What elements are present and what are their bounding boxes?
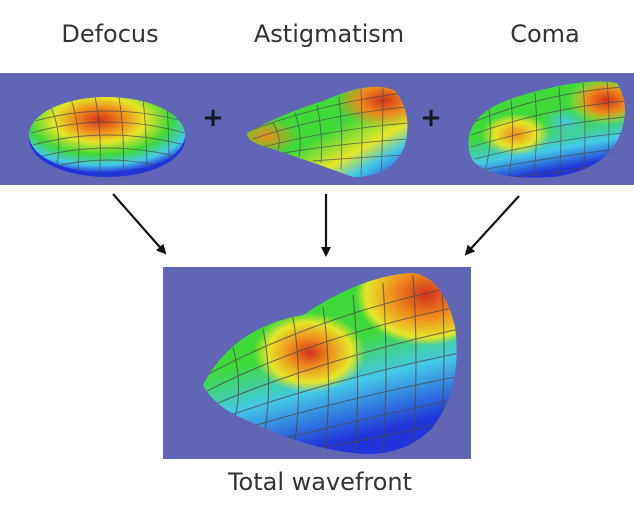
astigmatism-surface bbox=[247, 86, 408, 177]
arrow-from-coma bbox=[464, 195, 520, 256]
total-wavefront-panel bbox=[163, 267, 471, 459]
arrow-from-defocus bbox=[112, 193, 167, 255]
defocus-label: Defocus bbox=[61, 20, 159, 48]
defocus-surface bbox=[29, 97, 185, 177]
astigmatism-label: Astigmatism bbox=[253, 20, 405, 48]
plus-sign: + bbox=[420, 103, 442, 133]
coma-surface bbox=[468, 81, 625, 178]
aberration-surfaces-panel: + bbox=[0, 73, 634, 185]
coma-label: Coma bbox=[510, 20, 580, 48]
plus-sign: + bbox=[202, 103, 224, 133]
total-wavefront-label: Total wavefront bbox=[227, 468, 413, 496]
total-wavefront-surface bbox=[203, 273, 457, 454]
